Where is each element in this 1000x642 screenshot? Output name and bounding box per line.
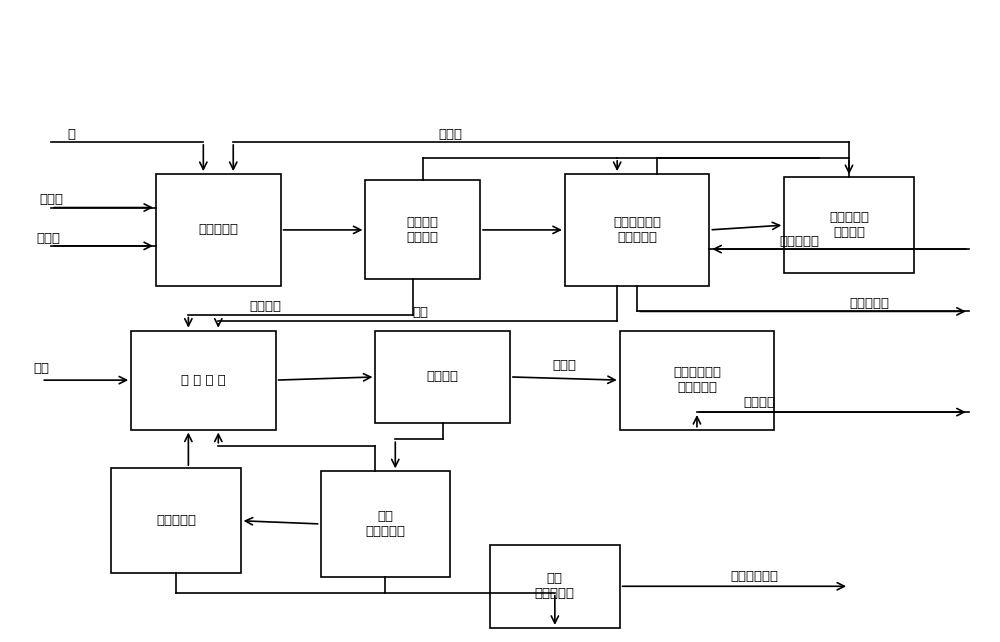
Text: 水洗系统: 水洗系统 (427, 370, 459, 383)
Text: 甲苯肟: 甲苯肟 (553, 359, 577, 372)
Text: 甲苯: 甲苯 (33, 362, 49, 375)
Text: 叔丁醇回
收精制塔: 叔丁醇回 收精制塔 (407, 216, 439, 244)
FancyBboxPatch shape (320, 471, 450, 577)
Text: 废水处理系统: 废水处理系统 (730, 570, 778, 583)
Text: 叔丁醇回收
塔回流槽: 叔丁醇回收 塔回流槽 (829, 211, 869, 239)
Text: 叔丁醇回收塔
塔顶冷凝器: 叔丁醇回收塔 塔顶冷凝器 (613, 216, 661, 244)
FancyBboxPatch shape (111, 468, 241, 573)
FancyBboxPatch shape (365, 180, 480, 279)
Text: 循环水回水: 循环水回水 (849, 297, 889, 310)
Text: 废水汽提塔: 废水汽提塔 (156, 514, 196, 527)
Text: 氨: 氨 (67, 128, 75, 141)
FancyBboxPatch shape (784, 177, 914, 273)
Text: 萃 取 系 统: 萃 取 系 统 (181, 374, 226, 386)
Text: 环己酮: 环己酮 (39, 193, 63, 206)
FancyBboxPatch shape (565, 174, 709, 286)
Text: 废水
进料加热器: 废水 进料加热器 (365, 510, 405, 538)
Text: 叔丁醇: 叔丁醇 (438, 128, 462, 141)
FancyBboxPatch shape (620, 331, 774, 429)
Text: 肟水溶液: 肟水溶液 (250, 300, 282, 313)
Text: 甲苯、环己酮
肟精制系统: 甲苯、环己酮 肟精制系统 (673, 366, 721, 394)
FancyBboxPatch shape (490, 544, 620, 628)
Text: 双氧水: 双氧水 (36, 232, 60, 245)
FancyBboxPatch shape (131, 331, 276, 429)
FancyBboxPatch shape (375, 331, 510, 423)
Text: 环己酮肟: 环己酮肟 (743, 396, 775, 409)
FancyBboxPatch shape (156, 174, 281, 286)
Text: 肟化反应器: 肟化反应器 (198, 223, 238, 236)
Text: 废水
外送冷却器: 废水 外送冷却器 (535, 572, 575, 600)
Text: 循环水上水: 循环水上水 (779, 235, 819, 248)
Text: 甲苯: 甲苯 (412, 306, 428, 319)
